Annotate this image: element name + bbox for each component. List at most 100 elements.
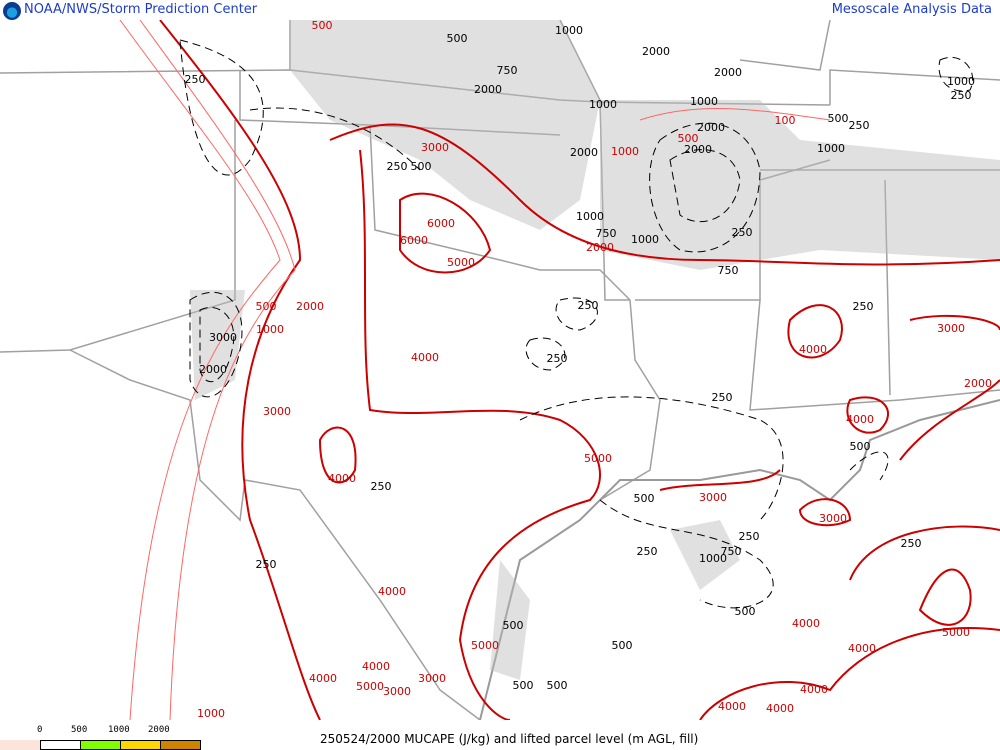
legend-swatch [120,740,161,750]
state-borders [0,20,1000,720]
lpl-contour-label: 250 [732,226,753,239]
lpl-contour-label: 250 [185,73,206,86]
lpl-contour-label: 3000 [209,331,237,344]
mucape-contours [159,20,1000,720]
mucape-contour-label: 1000 [256,323,284,336]
mucape-contour-label: 4000 [848,642,876,655]
mucape-contour-label: 4000 [378,585,406,598]
lpl-contour-label: 2000 [697,121,725,134]
header: NOAA/NWS/Storm Prediction Center Mesosca… [0,0,1000,20]
noaa-logo[interactable] [3,2,21,20]
spc-title-link[interactable]: NOAA/NWS/Storm Prediction Center [24,2,258,17]
mucape-map: 3000 6000 6000 5000 4000 2000 1000 3000 4000 5000… [0,20,1000,720]
lpl-contour-label: 250 [951,89,972,102]
mucape-contour-label: 2000 [296,300,324,313]
lpl-contour-label: 2000 [684,143,712,156]
lpl-contour-label: 250 [712,391,733,404]
lpl-contour-label: 750 [718,264,739,277]
mucape-contour-label: 3000 [699,491,727,504]
mucape-contour-label: 3000 [383,685,411,698]
legend-swatch [80,740,121,750]
lpl-contour-label: 250 [547,352,568,365]
mucape-contour-label: 2000 [586,241,614,254]
mucape-contour-label: 6000 [400,234,428,247]
mucape-contour-label: 5000 [447,256,475,269]
mucape-contour-label: 5000 [584,452,612,465]
lpl-contour-label: 1000 [631,233,659,246]
mucape-labels: 3000 6000 6000 5000 4000 2000 1000 3000 4000 5000… [197,20,992,720]
legend-swatch [0,740,41,750]
mucape-contour-label: 3000 [418,672,446,685]
mucape-contour-label: 4000 [328,472,356,485]
mucape-contour-label: 3000 [937,322,965,335]
lpl-contour-label: 750 [497,64,518,77]
lpl-contour-label: 250 [256,558,277,571]
mucape-contour-label: 4000 [362,660,390,673]
lpl-contour-label: 250 [387,160,408,173]
mucape-contour-label: 4000 [800,683,828,696]
lpl-contour-label: 250 [637,545,658,558]
lpl-contour-label: 2000 [199,363,227,376]
mucape-contour-label: 6000 [427,217,455,230]
lpl-contour-label: 1000 [947,75,975,88]
mucape-contour-label: 4000 [411,351,439,364]
lpl-contour-label: 2000 [474,83,502,96]
mucape-contours-low [119,20,831,720]
lpl-contour-label: 500 [411,160,432,173]
mucape-contour-label: 500 [256,300,277,313]
map-caption: 250524/2000 MUCAPE (J/kg) and lifted par… [320,732,699,746]
mucape-contour-label: 1000 [611,145,639,158]
mucape-contour-label: 5000 [942,626,970,639]
mucape-contour-label: 500 [312,20,333,32]
lpl-contour-label: 250 [371,480,392,493]
lpl-contour-label: 250 [739,530,760,543]
lpl-contour-label: 500 [513,679,534,692]
lpl-contour-label: 250 [901,537,922,550]
mucape-contour-label: 500 [678,132,699,145]
mucape-contour-label: 3000 [263,405,291,418]
legend-tick: 1000 [108,725,130,735]
mucape-contour-label: 5000 [471,639,499,652]
lpl-contour-label: 750 [721,545,742,558]
legend-tick: 0 [37,725,43,735]
lpl-contour-label: 500 [634,492,655,505]
lpl-contour-label: 1000 [589,98,617,111]
lpl-contour-label: 1000 [817,142,845,155]
lpl-contour-label: 250 [578,299,599,312]
lpl-contour-label: 500 [735,605,756,618]
lpl-contour-label: 1000 [690,95,718,108]
lpl-contour-label: 500 [547,679,568,692]
legend-tick: 2000 [148,725,170,735]
mucape-contour-label: 4000 [718,700,746,713]
lifted-parcel-hatching [190,20,1000,680]
mucape-contour-label: 1000 [197,707,225,720]
legend-swatch [40,740,81,750]
lpl-contour-label: 2000 [714,66,742,79]
mucape-contour-label: 4000 [792,617,820,630]
lpl-contour-label: 1000 [699,552,727,565]
mucape-contour-label: 4000 [799,343,827,356]
lpl-contour-label: 500 [850,440,871,453]
footer: 0 500 1000 2000 250524/2000 MUCAPE (J/kg) a… [0,720,1000,750]
mucape-contour-label: 3000 [819,512,847,525]
lpl-contour-label: 2000 [570,146,598,159]
lpl-contour-label: 500 [503,619,524,632]
mucape-contour-label: 4000 [309,672,337,685]
lpl-contour-label: 500 [828,112,849,125]
lpl-contour-label: 500 [612,639,633,652]
lpl-contour-label: 1000 [576,210,604,223]
lpl-contour-label: 2000 [642,45,670,58]
mucape-contour-label: 5000 [356,680,384,693]
legend-tick: 500 [71,725,88,735]
lpl-contour-label: 750 [596,227,617,240]
mucape-contour-label: 4000 [846,413,874,426]
lpl-contours [179,39,974,609]
legend-swatch [160,740,201,750]
mucape-contour-label: 2000 [964,377,992,390]
lpl-contour-label: 1000 [555,24,583,37]
mucape-contour-label: 3000 [421,141,449,154]
mesoscale-analysis-link[interactable]: Mesoscale Analysis Data [831,2,992,17]
mucape-contour-label: 4000 [766,702,794,715]
lpl-contour-label: 500 [447,32,468,45]
